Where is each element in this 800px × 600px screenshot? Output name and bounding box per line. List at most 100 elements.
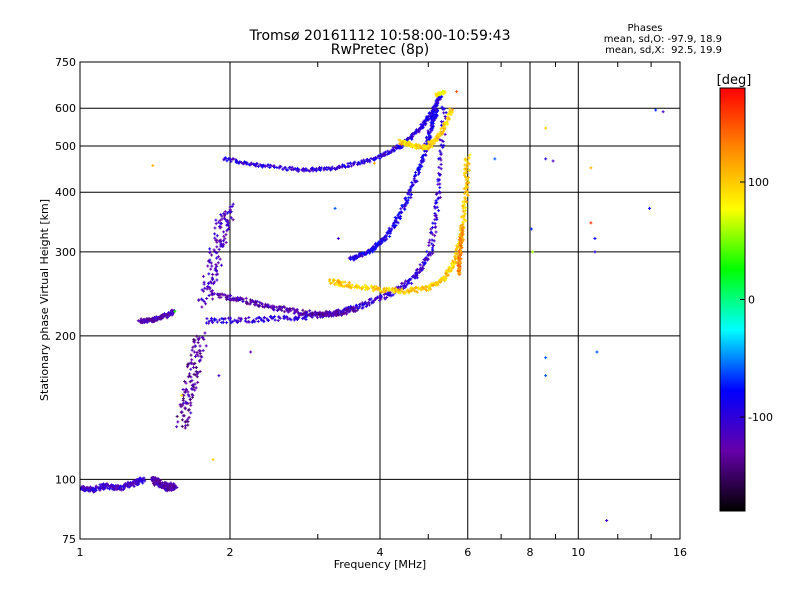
trace-point: [444, 275, 448, 279]
trace-point: [411, 144, 415, 148]
trace-point: [192, 385, 196, 389]
trace-point: [398, 138, 402, 142]
trace-point: [400, 282, 404, 286]
trace-point: [425, 136, 429, 140]
trace-point: [255, 303, 259, 307]
trace-point: [432, 113, 436, 117]
trace-point: [262, 320, 266, 324]
trace-point: [414, 286, 418, 290]
axis-ticks: 1 2 4 6 8 10 16 75 100 200 300 400 500 600 750: [55, 56, 687, 559]
trace-point: [431, 244, 435, 248]
trace-point: [391, 293, 395, 297]
trace-point: [218, 318, 222, 322]
trace-point: [183, 420, 187, 424]
isolated-point: [249, 350, 253, 354]
trace-point: [192, 350, 196, 354]
trace-point: [205, 317, 209, 321]
trace-point: [256, 319, 260, 323]
isolated-point: [544, 374, 548, 378]
trace-point: [443, 90, 447, 94]
trace-point: [438, 130, 442, 134]
trace-point: [431, 225, 435, 229]
trace-point: [150, 479, 154, 483]
trace-point: [135, 480, 139, 484]
isolated-point: [654, 108, 658, 112]
isolated-point: [595, 350, 599, 354]
trace-point: [376, 288, 380, 292]
isolated-point: [493, 157, 497, 161]
trace-point: [249, 300, 253, 304]
trace-point: [429, 116, 433, 120]
chart-title: Tromsø 20161112 10:58:00-10:59:43: [249, 28, 511, 44]
trace-point: [190, 379, 194, 383]
trace-point: [417, 270, 421, 274]
trace-point: [465, 166, 469, 170]
isolated-point: [529, 227, 533, 231]
trace-point: [463, 211, 467, 215]
trace-point: [398, 291, 402, 295]
trace-point: [175, 425, 179, 429]
trace-point: [185, 401, 189, 405]
trace-point: [361, 306, 365, 310]
trace-point: [215, 264, 219, 268]
isolated-point: [593, 236, 597, 240]
trace-point: [287, 310, 291, 314]
trace-point: [404, 279, 408, 283]
grid-lines: [80, 62, 680, 539]
trace-point: [245, 162, 249, 166]
trace-point: [452, 262, 456, 266]
trace-point: [311, 166, 315, 170]
trace-point: [207, 321, 211, 325]
trace-point: [434, 230, 438, 234]
trace-point: [393, 226, 397, 230]
trace-point: [440, 139, 444, 143]
trace-point: [429, 230, 433, 234]
x-tick-label: 2: [227, 546, 234, 559]
trace-point: [233, 318, 237, 322]
trace-point: [387, 287, 391, 291]
trace-point: [186, 390, 190, 394]
trace-point: [436, 196, 440, 200]
trace-point: [158, 482, 162, 486]
x-tick-label: 6: [464, 546, 471, 559]
trace-point: [383, 296, 387, 300]
trace-point: [427, 252, 431, 256]
trace-point: [224, 294, 228, 298]
isolated-point: [173, 309, 177, 313]
trace-point: [435, 201, 439, 205]
trace-point: [337, 313, 341, 317]
trace-point: [431, 232, 435, 236]
trace-point: [125, 484, 129, 488]
trace-point: [301, 308, 305, 312]
trace-point: [216, 255, 220, 259]
trace-point: [286, 168, 290, 172]
trace-point: [446, 273, 450, 277]
trace-point: [336, 166, 340, 170]
trace-point: [189, 375, 193, 379]
trace-point: [214, 318, 218, 322]
trace-point: [327, 310, 331, 314]
trace-point: [347, 309, 351, 313]
trace-point: [434, 213, 438, 217]
trace-point: [304, 311, 308, 315]
trace-point: [273, 318, 277, 322]
trace-point: [346, 164, 350, 168]
trace-point: [427, 288, 431, 292]
trace-point: [202, 280, 206, 284]
trace-point: [449, 268, 453, 272]
trace-point: [269, 305, 273, 309]
trace-point: [256, 164, 260, 168]
trace-point: [424, 287, 428, 291]
trace-point: [395, 287, 399, 291]
trace-point: [200, 305, 204, 309]
trace-point: [230, 204, 234, 208]
trace-point: [229, 216, 233, 220]
trace-point: [302, 316, 306, 320]
trace-point: [409, 277, 413, 281]
trace-point: [451, 266, 455, 270]
trace-point: [304, 317, 308, 321]
trace-point: [239, 317, 243, 321]
trace-point: [258, 300, 262, 304]
trace-point: [421, 154, 425, 158]
trace-point: [201, 274, 205, 278]
